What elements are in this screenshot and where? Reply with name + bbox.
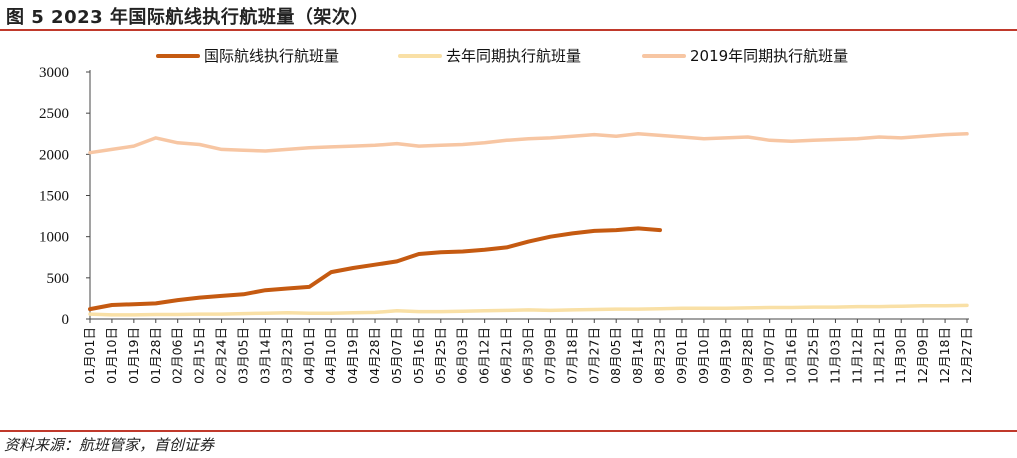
title-rule — [0, 29, 1017, 31]
x-tick-label: 08月05日 — [608, 327, 623, 384]
x-tick-label: 11月12日 — [849, 327, 864, 384]
x-tick-label: 08月14日 — [630, 327, 645, 384]
x-tick-label: 11月30日 — [893, 327, 908, 384]
y-tick-label: 2000 — [39, 147, 69, 163]
x-tick-label: 06月21日 — [499, 327, 514, 384]
x-tick-label: 04月01日 — [301, 327, 316, 384]
x-tick-label: 09月28日 — [740, 327, 755, 384]
x-tick-label: 03月05日 — [235, 327, 250, 384]
x-tick-label: 04月10日 — [323, 327, 338, 384]
x-tick-label: 01月10日 — [104, 327, 119, 384]
legend-label: 2019年同期执行航班量 — [690, 47, 848, 65]
x-tick-label: 05月16日 — [411, 327, 426, 384]
footer-rule — [0, 430, 1017, 432]
axes-group: 0 500 1000 1500 2000 2500 3000 01月01日 01月10日 01月1… — [39, 65, 974, 384]
x-tick-label: 10月16日 — [784, 327, 799, 384]
x-tick-label: 12月18日 — [937, 327, 952, 384]
x-tick-label: 12月27日 — [959, 327, 974, 384]
x-tick-label: 05月07日 — [389, 327, 404, 384]
x-tick-label: 04月19日 — [345, 327, 360, 384]
line-chart: 0 500 1000 1500 2000 2500 3000 01月01日 01月10日 01月1… — [39, 47, 974, 384]
x-tick-label: 02月15日 — [192, 327, 207, 384]
x-tick-label: 03月14日 — [257, 327, 272, 384]
y-tick-label: 1000 — [39, 230, 69, 246]
series-line-1 — [88, 303, 969, 317]
series-group — [88, 132, 969, 317]
source-note: 资料来源：航班管家，首创证券 — [4, 436, 215, 454]
figure-title: 图 5 2023 年国际航线执行航班量（架次） — [6, 7, 369, 28]
x-tick-label: 03月23日 — [279, 327, 294, 384]
x-tick-label: 05月25日 — [433, 327, 448, 384]
legend: 国际航线执行航班量 去年同期执行航班量 2019年同期执行航班量 — [156, 47, 848, 65]
legend-label: 去年同期执行航班量 — [446, 47, 581, 65]
series-line-2 — [88, 132, 969, 155]
x-tick-label: 01月19日 — [126, 327, 141, 384]
x-tick-label: 06月12日 — [477, 327, 492, 384]
x-tick-label: 09月19日 — [718, 327, 733, 384]
x-tick-label: 09月01日 — [674, 327, 689, 384]
x-tick-label: 12月09日 — [915, 327, 930, 384]
x-tick-label: 10月07日 — [762, 327, 777, 384]
x-tick-label: 08月23日 — [652, 327, 667, 384]
series-line-0 — [88, 226, 662, 312]
y-tick-label: 2500 — [39, 106, 69, 122]
x-tick-label: 06月30日 — [521, 327, 536, 384]
x-tick-label: 04月28日 — [367, 327, 382, 384]
x-tick-label: 07月09日 — [542, 327, 557, 384]
x-tick-label: 01月28日 — [148, 327, 163, 384]
x-tick-label: 06月03日 — [455, 327, 470, 384]
x-tick-label: 01月01日 — [82, 327, 97, 384]
x-tick-label: 10月25日 — [806, 327, 821, 384]
legend-label: 国际航线执行航班量 — [204, 47, 339, 65]
x-tick-label: 07月18日 — [564, 327, 579, 384]
y-tick-label: 0 — [62, 312, 70, 328]
x-tick-label: 02月24日 — [214, 327, 229, 384]
y-tick-label: 500 — [47, 271, 70, 287]
x-tick-label: 07月27日 — [586, 327, 601, 384]
x-tick-label: 11月21日 — [871, 327, 886, 384]
x-tick-label: 02月06日 — [170, 327, 185, 384]
x-tick-label: 11月03日 — [827, 327, 842, 384]
y-tick-label: 1500 — [39, 189, 69, 205]
x-tick-label: 09月10日 — [696, 327, 711, 384]
y-tick-label: 3000 — [39, 65, 69, 81]
title-row: 图 5 2023 年国际航线执行航班量（架次） — [0, 0, 1017, 31]
